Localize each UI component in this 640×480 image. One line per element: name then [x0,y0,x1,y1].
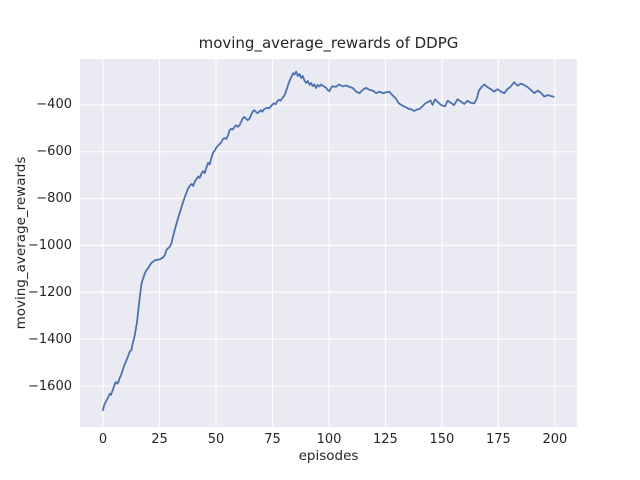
x-tick-label: 50 [207,432,225,447]
y-tick-label: −1000 [28,238,72,253]
chart-title: moving_average_rewards of DDPG [198,34,459,52]
y-tick-label: −400 [36,97,72,113]
y-tick-label: −1600 [28,378,72,394]
x-tick-label: 200 [542,432,568,447]
x-tick-label: 175 [485,432,511,447]
gridlines [80,59,577,427]
x-tick-label: 125 [372,432,398,447]
y-tick-label: −600 [36,144,72,160]
y-tick-label: −1400 [28,331,72,347]
x-tick-label: 150 [429,432,455,447]
reward-line [102,70,555,411]
y-tick-label: −1200 [28,284,72,300]
x-tick-label: 100 [316,432,342,447]
x-axis-label: episodes [298,448,359,464]
x-tick-label: 25 [151,432,168,447]
y-tick-label: −800 [36,191,72,207]
x-tick-label: 75 [264,432,281,447]
x-tick-label: 0 [98,432,108,447]
